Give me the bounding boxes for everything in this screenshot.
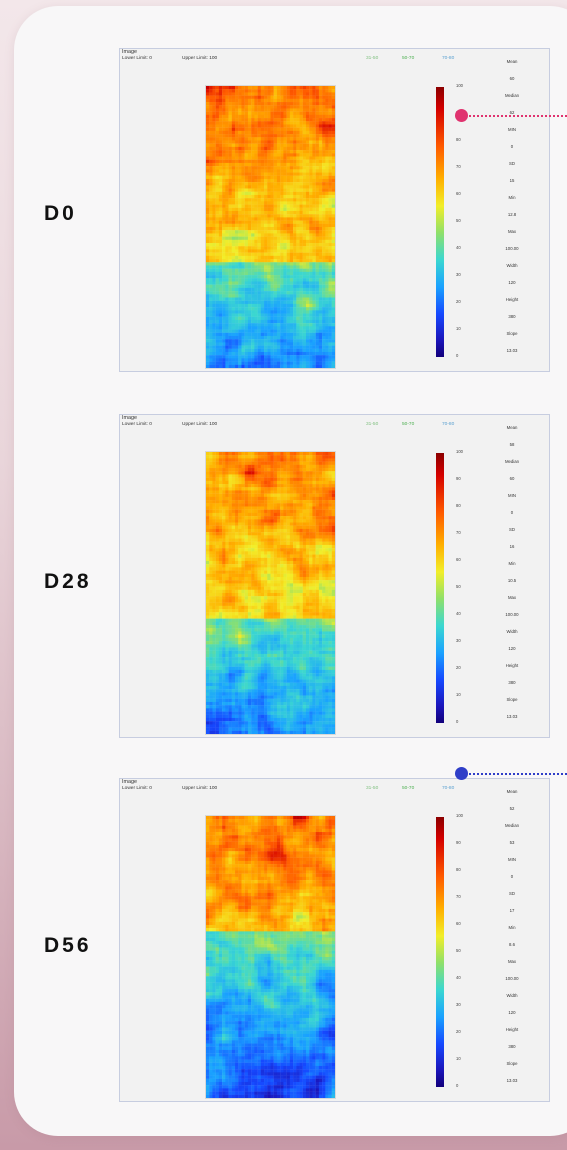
legend-item-1: 31-50 <box>366 56 378 61</box>
low-marker-line <box>469 773 567 775</box>
color-scale-ticks: 100 90 80 70 60 50 40 30 20 10 0 <box>456 449 470 729</box>
legend-item-1: 31-50 <box>366 422 378 427</box>
day-label-d28: D28 <box>44 570 92 594</box>
day-label-d0: D0 <box>44 202 77 226</box>
legend-item-3: 70-80 <box>442 56 454 61</box>
heatmap-panel-d0: Image Lower Limit: 0 Upper Limit: 100 31… <box>119 48 550 372</box>
legend-item-2: 50-70 <box>402 422 414 427</box>
lower-limit-text: Lower Limit: 0 <box>122 56 152 61</box>
color-scale-ticks: 100 90 80 70 60 50 40 30 20 10 0 <box>456 83 470 363</box>
heatmap-image <box>205 815 336 1099</box>
upper-limit-text: Upper Limit: 100 <box>182 422 217 427</box>
low-marker-dot <box>455 767 468 780</box>
heatmap-image <box>205 451 336 735</box>
legend-item-2: 50-70 <box>402 56 414 61</box>
color-scale-bar <box>436 817 444 1087</box>
legend-item-1: 31-50 <box>366 786 378 791</box>
heatmap-panel-d56: Image Lower Limit: 0 Upper Limit: 100 31… <box>119 778 550 1102</box>
lower-limit-text: Lower Limit: 0 <box>122 786 152 791</box>
legend-item-3: 70-80 <box>442 786 454 791</box>
heatmap-image <box>205 85 336 369</box>
high-marker-line <box>469 115 567 117</box>
lower-limit-text: Lower Limit: 0 <box>122 422 152 427</box>
high-marker-dot <box>455 109 468 122</box>
heatmap-panel-d28: Image Lower Limit: 0 Upper Limit: 100 31… <box>119 414 550 738</box>
day-label-d56: D56 <box>44 934 92 958</box>
upper-limit-text: Upper Limit: 100 <box>182 786 217 791</box>
upper-limit-text: Upper Limit: 100 <box>182 56 217 61</box>
color-scale-bar <box>436 453 444 723</box>
legend-item-2: 50-70 <box>402 786 414 791</box>
color-scale-ticks: 100 90 80 70 60 50 40 30 20 10 0 <box>456 813 470 1093</box>
legend-item-3: 70-80 <box>442 422 454 427</box>
color-scale-bar <box>436 87 444 357</box>
